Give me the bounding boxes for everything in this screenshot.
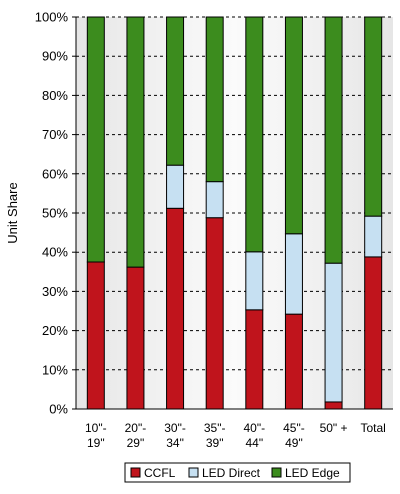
bar-segment-led-direct xyxy=(205,181,224,219)
x-tick-label-line: 40"- xyxy=(244,421,266,435)
bar-segment-ccfl xyxy=(245,309,264,410)
legend: CCFL LED Direct LED Edge xyxy=(124,462,351,483)
bars xyxy=(86,16,383,410)
x-tick-label: 20"-29" xyxy=(125,421,147,450)
y-tick-label: 50% xyxy=(42,206,68,221)
x-tick-label-line: 34" xyxy=(166,436,184,450)
bar-segment-ccfl xyxy=(364,256,383,410)
x-tick-label: 40"-44" xyxy=(244,421,266,450)
x-tick-labels: 10"-19"20"-29"30"-34"35"-39"40"-44"45"-4… xyxy=(85,421,386,450)
bar-segment-led-direct xyxy=(245,251,264,311)
x-tick-label-line: 10"- xyxy=(85,421,107,435)
y-tick-label: 10% xyxy=(42,362,68,377)
y-tick-label: 40% xyxy=(42,245,68,260)
x-tick-label-line: 35"- xyxy=(204,421,226,435)
bar-segment-led-direct xyxy=(324,262,343,403)
y-tick-label: 80% xyxy=(42,88,68,103)
x-tick-label-line: 49" xyxy=(285,436,303,450)
x-tick-label-line: 30"- xyxy=(164,421,186,435)
bar-segment-led-edge xyxy=(245,16,264,253)
x-tick-label-line: 19" xyxy=(87,436,105,450)
y-tick-label: 90% xyxy=(42,49,68,64)
bar-segment-led-direct xyxy=(166,164,185,209)
x-tick-label-line: 44" xyxy=(246,436,264,450)
bar-segment-ccfl xyxy=(166,207,185,410)
y-tick-labels: 0% 10% 20% 30% 40% 50% 60% 70% 80% 90% 100% xyxy=(35,10,69,417)
y-tick-label: 60% xyxy=(42,166,68,181)
bar-segment-ccfl xyxy=(284,313,303,410)
y-tick-label: 0% xyxy=(49,402,68,417)
x-tick-label: Total xyxy=(361,421,386,435)
x-tick-label-line: 29" xyxy=(127,436,145,450)
bar-segment-led-direct xyxy=(284,233,303,315)
x-tick-label: 35"-39" xyxy=(204,421,226,450)
bar-segment-led-edge xyxy=(284,16,303,235)
x-tick-label-line: 45"- xyxy=(283,421,305,435)
y-tick-label: 100% xyxy=(35,10,69,25)
bar-segment-ccfl xyxy=(205,217,224,410)
bar-segment-led-direct xyxy=(364,215,383,258)
legend-label-led-edge: LED Edge xyxy=(285,466,340,480)
x-tick-label: 45"-49" xyxy=(283,421,305,450)
legend-swatch-led-direct xyxy=(188,467,199,478)
bar-segment-led-edge xyxy=(86,16,105,263)
x-tick-label-line: 50" + xyxy=(320,421,348,435)
legend-box xyxy=(124,462,351,483)
legend-swatch-ccfl xyxy=(130,467,141,478)
y-tick-label: 20% xyxy=(42,323,68,338)
bar-segment-led-edge xyxy=(205,16,224,183)
bar-segment-led-edge xyxy=(364,16,383,217)
bar-segment-led-edge xyxy=(166,16,185,166)
y-tick-label: 30% xyxy=(42,284,68,299)
x-tick-label: 30"-34" xyxy=(164,421,186,450)
y-tick-label: 70% xyxy=(42,127,68,142)
x-tick-label-line: Total xyxy=(361,421,386,435)
y-axis-title: Unit Share xyxy=(5,182,20,243)
bar-segment-ccfl xyxy=(324,401,343,410)
x-tick-label-line: 39" xyxy=(206,436,224,450)
bar-segment-led-edge xyxy=(324,16,343,264)
bar-segment-led-edge xyxy=(126,16,145,268)
x-tick-label: 10"-19" xyxy=(85,421,107,450)
bar-segment-ccfl xyxy=(126,266,145,410)
x-tick-label-line: 20"- xyxy=(125,421,147,435)
bar-segment-ccfl xyxy=(86,261,105,410)
legend-label-ccfl: CCFL xyxy=(144,466,176,480)
legend-label-led-direct: LED Direct xyxy=(202,466,261,480)
legend-swatch-led-edge xyxy=(271,467,282,478)
x-tick-label: 50" + xyxy=(320,421,348,435)
